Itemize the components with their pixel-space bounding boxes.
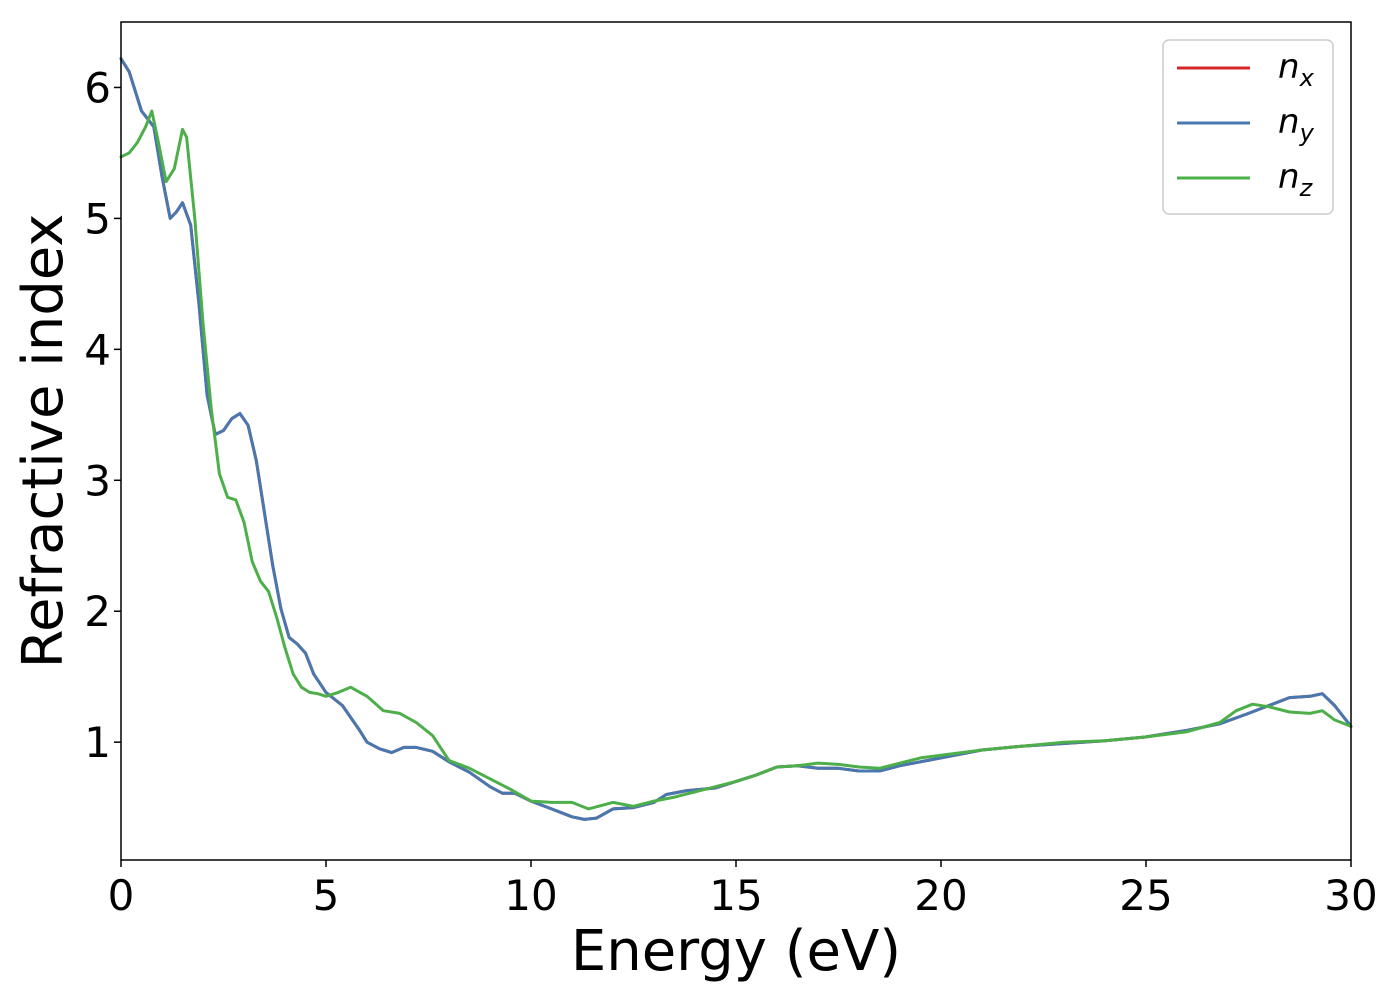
x-tick-label: 10 [504, 871, 557, 920]
x-tick-label: 5 [313, 871, 340, 920]
y-tick-label: 3 [84, 456, 111, 505]
x-tick-label: 30 [1324, 871, 1377, 920]
y-tick-label: 5 [84, 194, 111, 243]
plot-area [121, 22, 1351, 860]
series-line-nz [119, 109, 1353, 811]
y-tick-label: 6 [84, 63, 111, 112]
x-axis: 0 5 10 15 20 25 30 [108, 860, 1378, 920]
series-layer [119, 57, 1353, 821]
x-tick-label: 15 [709, 871, 762, 920]
legend-box [1162, 39, 1334, 215]
y-axis: 1 2 3 4 5 6 [84, 63, 121, 767]
y-tick-label: 1 [84, 718, 111, 767]
x-tick-label: 20 [914, 871, 967, 920]
y-tick-label: 4 [84, 325, 111, 374]
y-axis-title: Refractive index [11, 214, 76, 669]
x-tick-label: 25 [1119, 871, 1172, 920]
x-tick-label: 0 [108, 871, 135, 920]
x-axis-title: Energy (eV) [571, 919, 901, 984]
y-tick-label: 2 [84, 587, 111, 636]
